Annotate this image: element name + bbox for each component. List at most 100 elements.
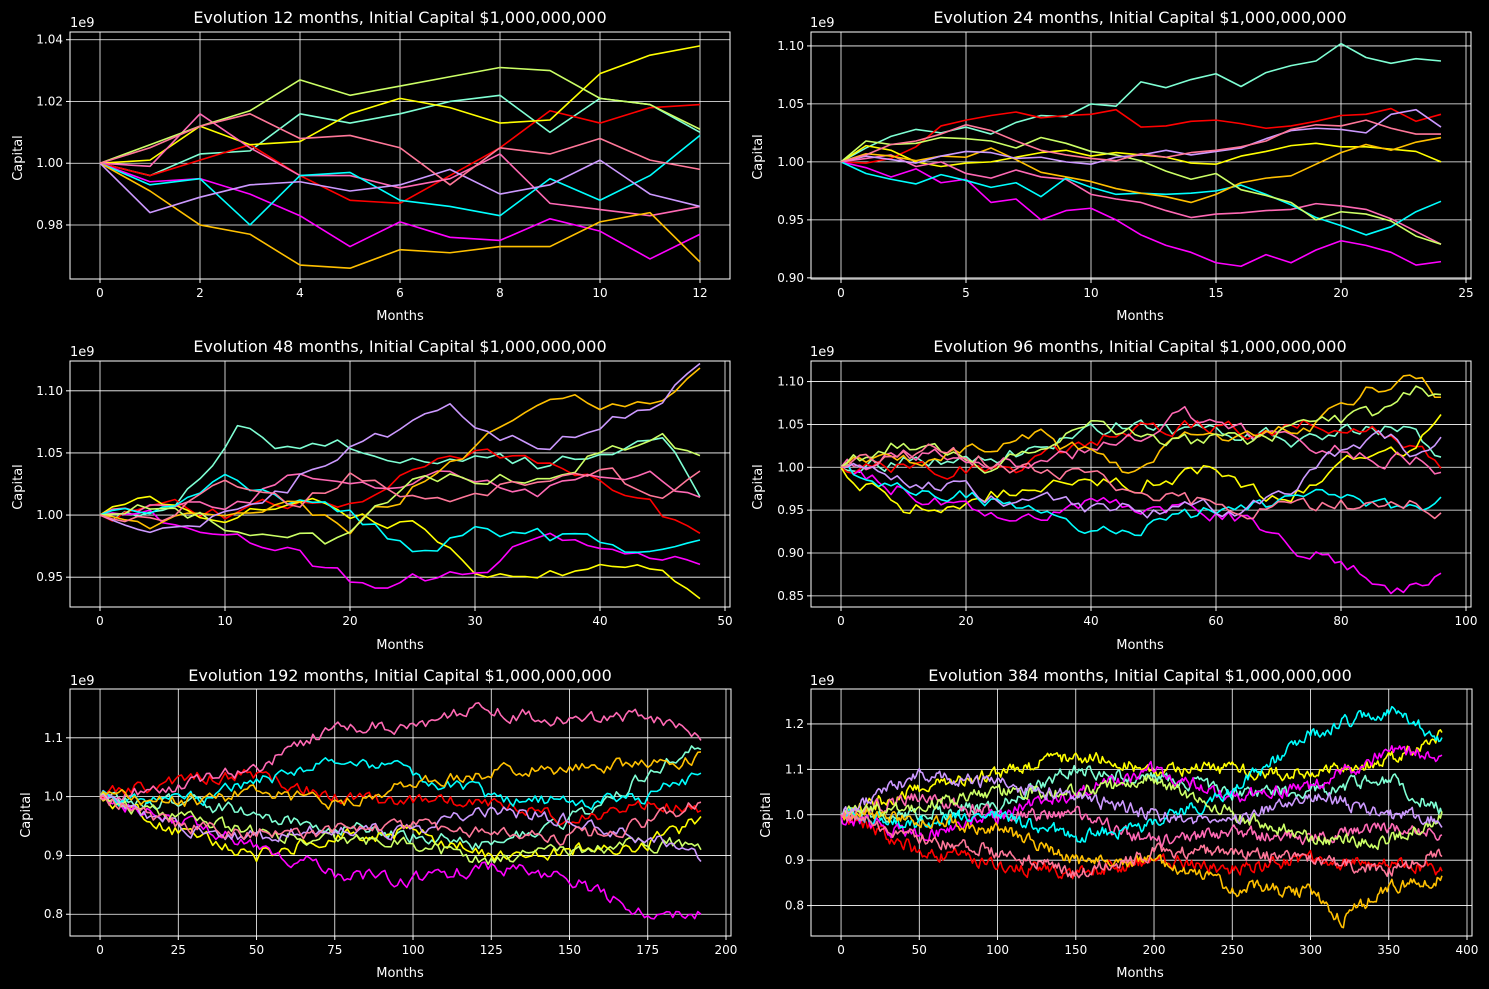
y-tick-label: 0.8 (785, 899, 804, 913)
y-tick-label: 0.95 (777, 213, 804, 227)
series-line-10 (99, 794, 702, 846)
y-tick-label: 0.9 (785, 853, 804, 867)
x-tick-label: 0 (837, 614, 845, 628)
series-line-4 (840, 793, 1443, 848)
x-tick-label: 50 (249, 943, 264, 957)
y-tick-label: 0.8 (44, 907, 63, 921)
x-tick-label: 40 (1083, 614, 1098, 628)
x-tick-label: 0 (96, 943, 104, 957)
x-tick-label: 400 (1456, 943, 1479, 957)
y-tick-label: 1.1 (785, 762, 804, 776)
series-line-9 (840, 429, 1442, 519)
chart-title: Evolution 24 months, Initial Capital $1,… (933, 8, 1346, 27)
series-line-10 (840, 811, 1443, 879)
axes-frame (69, 360, 731, 608)
x-tick-label: 25 (1458, 286, 1473, 300)
x-axis-label: Months (376, 638, 424, 653)
series-line-4 (99, 470, 701, 516)
x-axis-label: Months (376, 309, 424, 324)
x-tick-label: 100 (986, 943, 1009, 957)
subplot-96-months: Evolution 96 months, Initial Capital $1,… (751, 337, 1477, 653)
y-tick-label: 1.00 (777, 155, 804, 169)
series-line-10 (99, 113, 701, 186)
x-tick-label: 150 (1064, 943, 1087, 957)
series-line-5 (840, 745, 1443, 842)
series-line-5 (840, 463, 1442, 595)
y-tick-label: 1.05 (36, 446, 63, 460)
y-axis-label: Capital (759, 792, 774, 838)
axis-scale-label: 1e9 (810, 345, 835, 360)
x-tick-label: 80 (1333, 614, 1348, 628)
x-tick-label: 125 (480, 943, 503, 957)
series-group (840, 42, 1442, 268)
x-tick-label: 0 (837, 943, 845, 957)
series-group (840, 705, 1443, 929)
series-group (840, 374, 1442, 595)
x-axis-label: Months (1116, 309, 1164, 324)
y-tick-label: 1.0 (785, 808, 804, 822)
subplot-24-months: Evolution 24 months, Initial Capital $1,… (751, 8, 1474, 324)
x-tick-label: 10 (592, 286, 607, 300)
series-line-9 (99, 362, 701, 534)
series-line-8 (99, 792, 702, 866)
chart-title: Evolution 384 months, Initial Capital $1… (928, 666, 1352, 685)
y-tick-label: 0.95 (36, 570, 63, 584)
x-tick-label: 10 (217, 614, 232, 628)
y-tick-label: 0.85 (777, 589, 804, 603)
x-tick-label: 60 (1208, 614, 1223, 628)
y-tick-label: 1.1 (44, 731, 63, 745)
series-line-2 (840, 419, 1442, 480)
x-tick-label: 150 (558, 943, 581, 957)
x-tick-label: 8 (496, 286, 504, 300)
series-line-5 (840, 161, 1442, 268)
x-axis-label: Months (376, 966, 424, 981)
y-tick-label: 1.0 (44, 790, 63, 804)
y-tick-label: 1.05 (777, 417, 804, 431)
axis-scale-label: 1e9 (810, 674, 835, 689)
y-tick-label: 1.2 (785, 717, 804, 731)
subplot-12-months: Evolution 12 months, Initial Capital $1,… (11, 8, 731, 324)
subplot-48-months: Evolution 48 months, Initial Capital $1,… (11, 337, 733, 653)
series-line-2 (99, 103, 701, 205)
y-tick-label: 1.04 (36, 33, 63, 47)
y-tick-label: 1.00 (36, 156, 63, 170)
series-line-8 (841, 774, 1443, 851)
axes-frame (810, 688, 1473, 937)
y-tick-label: 0.98 (36, 218, 63, 232)
x-tick-label: 100 (402, 943, 425, 957)
series-line-4 (99, 702, 702, 802)
series-line-7 (99, 162, 701, 269)
plot-area: 0 10 20 30 40 50 0.95 1.00 1.05 1.10 (36, 360, 733, 628)
series-line-1 (840, 764, 1443, 823)
series-line-3 (99, 495, 701, 600)
x-tick-label: 200 (715, 943, 738, 957)
series-line-9 (99, 159, 701, 214)
series-line-9 (840, 767, 1443, 828)
series-line-4 (840, 405, 1442, 475)
series-line-8 (840, 136, 1442, 245)
series-line-10 (99, 467, 701, 523)
series-line-9 (99, 793, 702, 863)
x-tick-label: 200 (1143, 943, 1166, 957)
series-line-7 (840, 807, 1443, 929)
chart-title: Evolution 192 months, Initial Capital $1… (188, 666, 612, 685)
x-tick-label: 0 (837, 286, 845, 300)
x-tick-label: 30 (467, 614, 482, 628)
x-tick-label: 12 (692, 286, 707, 300)
plot-area: 0 50 100 150 200 250 300 350 400 0.8 0.9 1.0 1.1 1.2 (785, 688, 1479, 957)
y-tick-label: 0.95 (777, 503, 804, 517)
x-tick-label: 75 (327, 943, 342, 957)
series-line-10 (840, 119, 1441, 163)
x-tick-label: 300 (1299, 943, 1322, 957)
y-tick-label: 1.00 (36, 508, 63, 522)
series-group (99, 45, 701, 269)
plot-area: 0 25 50 75 100 125 150 175 200 0.8 0.9 1.0 1.1 (44, 688, 738, 957)
y-tick-label: 0.90 (777, 546, 804, 560)
axis-scale-label: 1e9 (70, 345, 95, 360)
x-tick-label: 5 (962, 286, 970, 300)
x-tick-label: 0 (96, 614, 104, 628)
y-axis-label: Capital (11, 135, 26, 181)
y-axis-label: Capital (19, 792, 34, 838)
x-tick-label: 10 (1083, 286, 1098, 300)
